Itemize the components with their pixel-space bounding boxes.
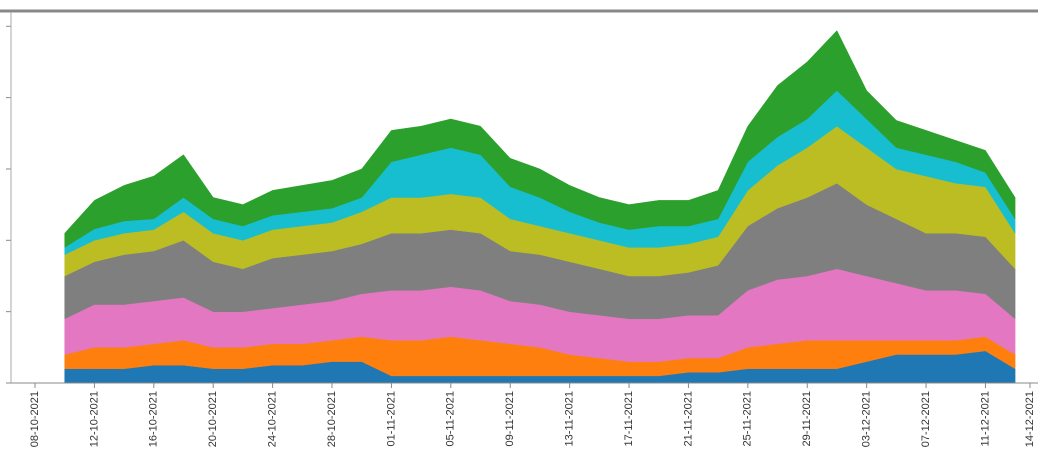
x-tick-label: 20-10-2021 — [207, 391, 219, 447]
x-tick-label: 11-12-2021 — [979, 391, 991, 446]
x-tick-label: 08-10-2021 — [29, 391, 41, 447]
x-tick-label: 14-12-2021 — [1024, 391, 1036, 447]
x-tick-label: 01-11-2021 — [385, 391, 397, 446]
x-tick-label: 25-11-2021 — [742, 391, 754, 446]
x-tick-label: 09-11-2021 — [504, 391, 516, 446]
x-tick-label: 28-10-2021 — [326, 391, 338, 447]
x-tick-label: 24-10-2021 — [267, 391, 279, 447]
x-tick-label: 05-11-2021 — [445, 391, 457, 446]
x-tick-label: 03-12-2021 — [861, 391, 873, 447]
x-tick-label: 13-11-2021 — [564, 391, 576, 446]
x-tick-label: 21-11-2021 — [682, 391, 694, 446]
x-tick-label: 16-10-2021 — [148, 391, 160, 447]
x-tick-label: 17-11-2021 — [623, 391, 635, 446]
x-tick-label: 29-11-2021 — [801, 391, 813, 446]
x-tick-label: 07-12-2021 — [920, 391, 932, 447]
area — [64, 30, 1016, 248]
x-tick-label: 12-10-2021 — [88, 391, 100, 447]
